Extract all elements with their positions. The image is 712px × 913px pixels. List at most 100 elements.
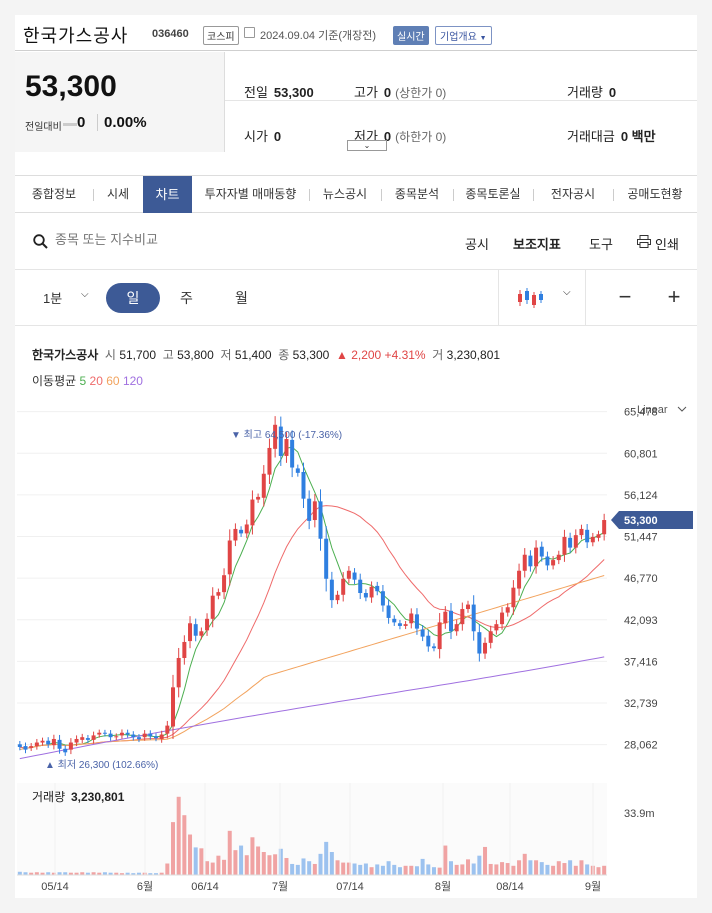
period-month-button[interactable]: 월 <box>235 290 248 306</box>
tab-1[interactable]: 시세 <box>106 187 130 201</box>
volume-bar <box>375 864 380 875</box>
legend-high: 53,800 <box>177 348 214 362</box>
tab-2[interactable]: 차트 <box>143 176 192 213</box>
volume-bar <box>188 834 193 875</box>
ma120-line <box>19 656 605 760</box>
candle-body <box>244 524 249 534</box>
stat-amount: 거래대금 0 백만 <box>567 126 656 145</box>
print-button[interactable]: 인쇄 <box>655 237 679 252</box>
last-price-tag <box>611 511 693 530</box>
candle-body <box>63 748 68 753</box>
company-info-dropdown[interactable]: 기업개요 ▼ <box>435 26 492 45</box>
search-icon[interactable] <box>33 234 48 249</box>
candle-body <box>585 529 590 543</box>
candle-body <box>307 498 312 521</box>
volume-bar <box>216 855 221 875</box>
candle-body <box>568 537 573 548</box>
volume-bar <box>494 864 499 875</box>
x-tick-label: 05/14 <box>41 881 69 893</box>
legend-vol-label: 거 <box>432 348 444 362</box>
period-day-button[interactable]: 일 <box>106 283 160 313</box>
legend-open: 51,700 <box>119 348 157 362</box>
tab-8[interactable]: 공매도현황 <box>627 187 683 201</box>
tab-5[interactable]: 종목분석 <box>394 187 440 201</box>
tab-3[interactable]: 투자자별 매매동향 <box>204 187 297 201</box>
candle-body <box>278 426 283 456</box>
candle-body <box>437 622 442 650</box>
candle-body <box>227 540 232 575</box>
candle-body <box>131 734 136 738</box>
volume-bar <box>165 863 170 875</box>
disclosure-button[interactable]: 공시 <box>465 237 489 252</box>
candle-body <box>148 733 153 737</box>
volume-bar <box>261 852 266 875</box>
reference-date: 2024.09.04 기준(개장전) <box>260 30 377 42</box>
volume-bar <box>511 865 516 875</box>
stat-high: 고가 0 (상한가 0) <box>354 82 446 101</box>
candle-body <box>551 560 556 566</box>
ma-20: 20 <box>89 374 103 388</box>
candle-body <box>57 739 62 749</box>
volume-bar <box>205 861 210 875</box>
period-selector: 1분 ⌵ 일 주 월 ⌵ − + <box>15 270 697 326</box>
company-info-label: 기업개요 <box>440 32 477 43</box>
stat-value: 53,300 <box>273 85 314 100</box>
volume-bar <box>34 872 39 875</box>
candle-body <box>46 740 51 745</box>
candle-body <box>409 613 414 624</box>
candle-body <box>573 535 578 548</box>
print-icon[interactable] <box>637 235 651 248</box>
indicator-button[interactable]: 보조지표 <box>513 237 561 252</box>
volume-bar <box>102 872 107 875</box>
tools-button[interactable]: 도구 <box>589 237 613 252</box>
tab-0[interactable]: 종합정보 <box>31 187 77 201</box>
y-tick-label: 37,416 <box>624 656 658 668</box>
legend-open-label: 시 <box>104 348 116 362</box>
volume-bar <box>579 860 584 875</box>
period-week-button[interactable]: 주 <box>180 290 193 306</box>
volume-bar <box>551 865 556 875</box>
volume-bar <box>91 872 96 875</box>
candle-body <box>97 732 102 735</box>
expand-button[interactable]: ⌄ <box>347 140 387 151</box>
volume-bar <box>324 841 329 875</box>
candle-body <box>375 585 380 592</box>
candle-body <box>505 607 510 613</box>
volume-bar <box>431 867 436 875</box>
y-tick-label: 65,478 <box>624 407 658 419</box>
volume-bar <box>125 872 130 875</box>
candle-body <box>392 618 397 623</box>
ma5-line <box>19 446 605 749</box>
volume-bar <box>119 873 124 875</box>
candle-body <box>102 732 107 734</box>
volume-bar <box>448 861 453 875</box>
x-tick-label: 6월 <box>137 880 153 893</box>
volume-bar <box>488 863 493 875</box>
candle-body <box>318 501 323 539</box>
volume-bar <box>176 796 181 875</box>
zoom-out-button[interactable]: − <box>618 284 632 309</box>
realtime-button[interactable]: 실시간 <box>393 26 429 45</box>
candle-body <box>596 534 601 538</box>
volume-bar <box>602 865 607 875</box>
volume-bar <box>267 855 272 875</box>
chevron-down-icon: ⌄ <box>363 141 371 150</box>
interval-select[interactable]: 1분 <box>43 291 63 306</box>
legend-close-label: 종 <box>278 348 290 362</box>
volume-bar <box>171 822 176 875</box>
candle-body <box>182 641 187 658</box>
zoom-in-button[interactable]: + <box>667 284 681 309</box>
volume-bar <box>483 846 488 875</box>
tab-7[interactable]: 전자공시 <box>550 187 596 201</box>
tab-4[interactable]: 뉴스공시 <box>322 187 368 201</box>
candle-body <box>545 556 550 566</box>
stat-value: 0 <box>608 85 617 100</box>
tab-6[interactable]: 종목토론실 <box>465 187 521 201</box>
compare-search-input[interactable] <box>55 232 315 247</box>
x-tick-label: 06/14 <box>191 881 219 893</box>
volume-bar <box>85 872 90 875</box>
candle-body <box>346 570 351 579</box>
chart-type-select[interactable]: ⌵ <box>498 270 586 326</box>
chevron-down-icon[interactable]: ⌵ <box>81 289 89 300</box>
